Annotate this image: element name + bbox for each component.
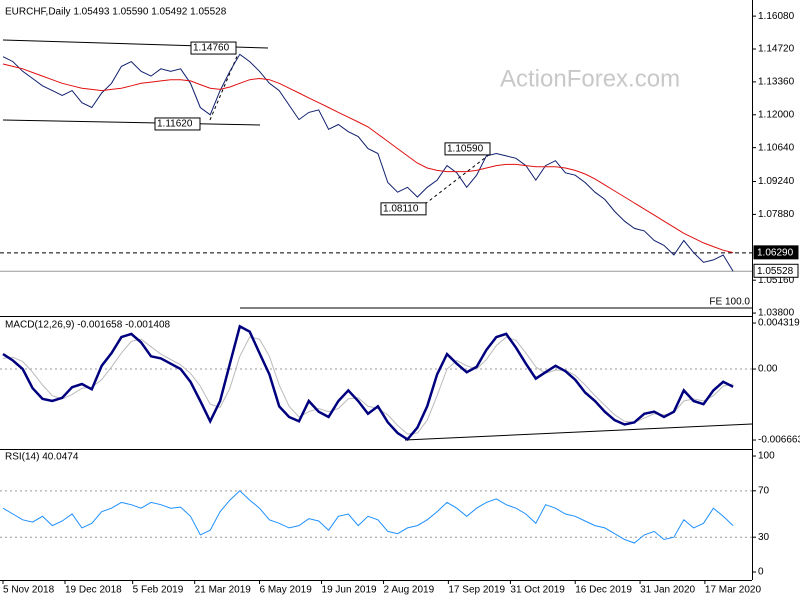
watermark: ActionForex.com (500, 65, 680, 92)
series-line (2, 53, 734, 272)
series-line (2, 490, 734, 544)
annotation-label: 1.10590 (447, 144, 484, 155)
series-line (2, 63, 734, 254)
trend-line (404, 423, 753, 441)
y-tick-label: 1.14720 (758, 44, 795, 55)
series-line (2, 324, 734, 442)
level-label: 1.05528 (757, 266, 794, 277)
x-tick-label: 17 Sep 2019 (448, 585, 505, 596)
connector (424, 153, 491, 205)
y-tick-label: 70 (758, 485, 770, 496)
annotation-label: 1.14760 (193, 43, 230, 54)
x-tick-label: 17 Mar 2020 (705, 585, 762, 596)
y-tick-label: 1.03800 (758, 308, 795, 319)
x-tick-label: 5 Nov 2018 (3, 585, 55, 596)
level-label: 1.06290 (757, 247, 794, 258)
x-tick-label: 2 Aug 2019 (384, 585, 435, 596)
panel-title: MACD(12,26,9) -0.001658 -0.001408 (5, 320, 171, 331)
panel-title: RSI(14) 40.0474 (5, 452, 79, 463)
y-tick-label: -0.006663 (758, 435, 800, 446)
annotation-box (190, 41, 237, 55)
annotation-box (380, 202, 427, 216)
annotation-box (154, 117, 201, 131)
y-tick-label: 1.07880 (758, 209, 795, 220)
y-tick-label: 30 (758, 532, 770, 543)
level-label-box (753, 263, 799, 278)
y-tick-label: 1.13360 (758, 77, 795, 88)
panel-title: EURCHF,Daily 1.05493 1.05590 1.05492 1.0… (5, 7, 227, 18)
y-tick-label: 0.00 (758, 364, 778, 375)
x-tick-label: 31 Oct 2019 (510, 585, 565, 596)
x-tick-label: 6 May 2019 (260, 585, 313, 596)
y-tick-label: 0 (758, 567, 764, 578)
x-tick-label: 21 Mar 2019 (195, 585, 252, 596)
y-tick-label: 1.12000 (758, 109, 795, 120)
y-tick-label: 0.004319 (758, 318, 800, 329)
x-tick-label: 19 Jun 2019 (322, 585, 377, 596)
y-tick-label: 1.16080 (758, 11, 795, 22)
annotation-label: 1.08110 (383, 203, 419, 214)
y-tick-label: 100 (758, 451, 775, 462)
annotation-box (444, 142, 491, 156)
x-tick-label: 19 Dec 2018 (65, 585, 122, 596)
x-tick-label: 31 Jan 2020 (640, 585, 695, 596)
y-tick-label: 1.10640 (758, 142, 795, 153)
x-tick-label: 5 Feb 2019 (133, 585, 184, 596)
y-tick-label: 1.09240 (758, 176, 795, 187)
level-label-box (753, 245, 799, 260)
channel-line (2, 119, 261, 126)
annotation-label: 1.11620 (157, 119, 193, 130)
series-line (2, 336, 734, 435)
fib-label: FE 100.0 (709, 297, 750, 308)
x-tick-label: 16 Dec 2019 (575, 585, 632, 596)
y-tick-label: 1.05160 (758, 275, 795, 286)
